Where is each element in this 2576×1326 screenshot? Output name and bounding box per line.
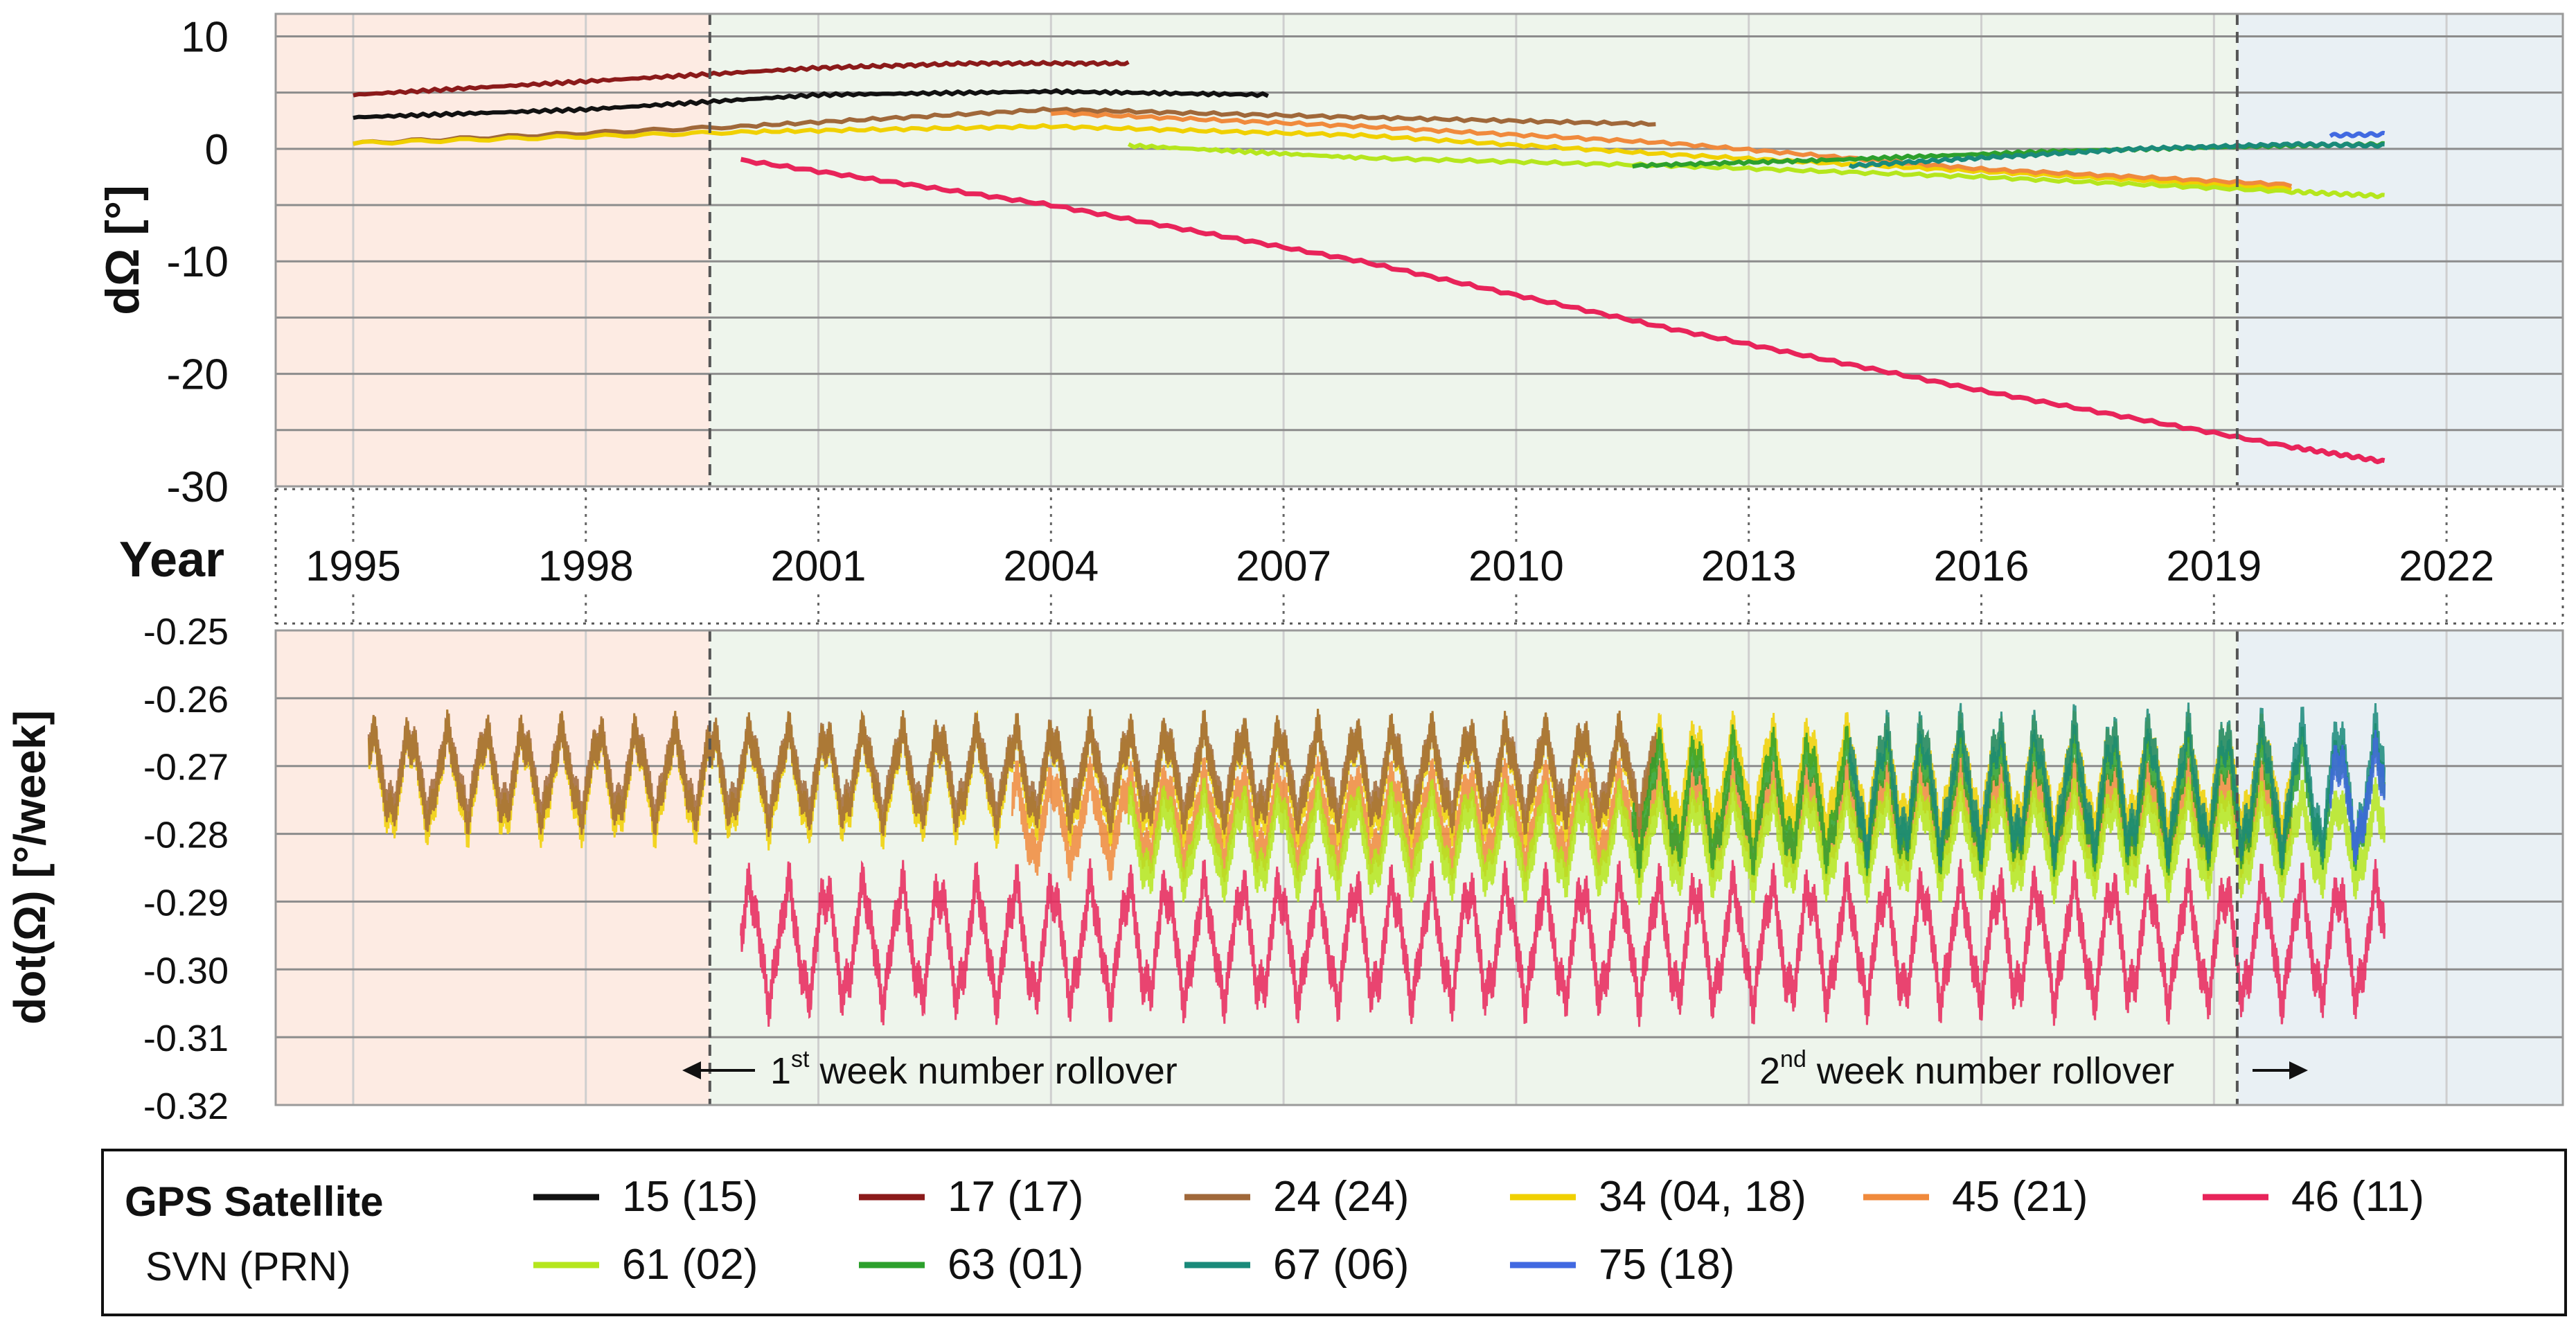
year-tick-label: 2013 [1701,542,1797,590]
second-rollover-ordinal: 2 [1759,1050,1780,1092]
series-line-34 [353,123,2293,192]
top-y-tick-labels: 10 0 -10 -20 -30 [166,13,229,511]
second-rollover-annotation: 2nd week number rollover [1759,1046,2308,1092]
legend-frame [101,1149,2567,1316]
year-tick-label: 1995 [305,542,401,590]
top-y-tick-label: -20 [166,351,229,399]
series-line-61 [1127,142,2385,200]
first-rollover-arrowhead [682,1061,701,1079]
year-tick-label: 2007 [1236,542,1331,590]
legend-label-67: 67 (06) [1273,1241,1409,1289]
bottom-panel: -0.25 -0.26 -0.27 -0.28 -0.29 -0.30 -0.31 -0.32… [5,611,2564,1127]
top-y-axis-label: dΩ [°] [96,185,149,315]
bottom-plot-frame [274,629,2564,1106]
era-background-post-rollover [2237,14,2563,486]
year-tick-label: 2019 [2166,542,2262,590]
era-background-post-rollover [2237,630,2563,1105]
bottom-y-tick-label: -0.26 [143,679,229,721]
bottom-rollover-lines [708,630,2239,1105]
year-tick-label: 2001 [771,542,867,590]
top-rollover-lines [708,14,2239,486]
era-background-pre-rollover [276,630,710,1105]
legend-title: GPS Satellite [125,1178,383,1225]
series-line-46 [740,157,2386,465]
legend-label-15: 15 (15) [622,1173,758,1221]
series-signal-67 [1848,702,2386,870]
series-line-17 [353,60,1130,98]
series-line-67 [1848,141,2385,169]
year-tick-label: 2010 [1468,542,1564,590]
bottom-y-tick-label: -0.32 [143,1086,229,1127]
legend-label-24: 24 (24) [1273,1173,1409,1221]
series-line-15 [353,88,1270,121]
bottom-y-axis-label: dot(Ω) [°/week] [5,710,55,1025]
bottom-y-tick-label: -0.31 [143,1018,229,1059]
series-signal-24 [367,709,1657,838]
series-line-45 [1051,110,2293,188]
series-line-75 [2329,130,2386,139]
year-tick-label: 2004 [1003,542,1099,590]
bottom-y-tick-label: -0.30 [143,950,229,991]
legend-label-46: 46 (11) [2291,1173,2424,1221]
legend-label-45: 45 (21) [1952,1173,2088,1221]
top-y-tick-label: -30 [166,463,229,511]
bottom-y-tick-label: -0.29 [143,882,229,923]
year-tick-label: 2016 [1934,542,2029,590]
top-y-tick-label: -10 [166,238,229,286]
era-background-between-rollovers [709,14,2237,486]
bottom-series-lines [367,702,2386,1027]
second-rollover-superscript: nd [1780,1046,1806,1072]
year-axis-label: Year [119,532,224,587]
first-rollover-ordinal: 1 [770,1050,791,1092]
legend-label-34: 34 (04, 18) [1599,1173,1806,1221]
bottom-y-tick-labels: -0.25 -0.26 -0.27 -0.28 -0.29 -0.30 -0.31 -0.32 [143,611,229,1127]
top-era-backgrounds [276,14,2563,486]
year-axis-band: 1995 1998 2001 2004 2007 2010 2013 2016 2019 2022… [119,488,2564,625]
first-rollover-superscript: st [791,1046,810,1072]
year-tick-label: 1998 [538,542,634,590]
top-plot-frame [274,12,2564,488]
series-signal-46 [740,858,2386,1027]
second-rollover-label: 2nd week number rollover [1759,1046,2174,1092]
year-tick-labels: 1995 1998 2001 2004 2007 2010 2013 2016 2019 2022 [305,542,2494,590]
year-tick-marks [352,489,2448,624]
bottom-y-tick-label: -0.28 [143,815,229,856]
first-rollover-text: week number rollover [810,1050,1178,1092]
bottom-y-tick-label: -0.27 [143,747,229,788]
legend-label-17: 17 (17) [948,1173,1083,1221]
second-rollover-text: week number rollover [1806,1050,2174,1092]
era-background-between-rollovers [709,630,2237,1105]
top-y-tick-label: 0 [205,126,229,174]
series-signal-75 [2329,730,2386,865]
legend: GPS Satellite SVN (PRN) 15 (15) 17 (17) 24… [101,1149,2567,1316]
first-rollover-annotation: 1st week number rollover [682,1046,1178,1092]
year-tick-label: 2022 [2399,542,2494,590]
series-line-24 [353,106,1656,146]
legend-label-63: 63 (01) [948,1241,1083,1289]
legend-subtitle: SVN (PRN) [145,1244,350,1289]
legend-label-61: 61 (02) [622,1241,758,1289]
top-y-tick-label: 10 [181,13,229,61]
legend-entries: 15 (15) 17 (17) 24 (24) 34 (04, 18) 45 (21) 4… [533,1173,2424,1289]
top-series-lines [353,60,2386,465]
first-rollover-label: 1st week number rollover [770,1046,1178,1092]
top-panel: 10 0 -10 -20 -30 dΩ [°] [96,12,2564,511]
legend-label-75: 75 (18) [1599,1241,1734,1289]
second-rollover-arrowhead [2289,1061,2308,1079]
bottom-y-tick-label: -0.25 [143,611,229,653]
